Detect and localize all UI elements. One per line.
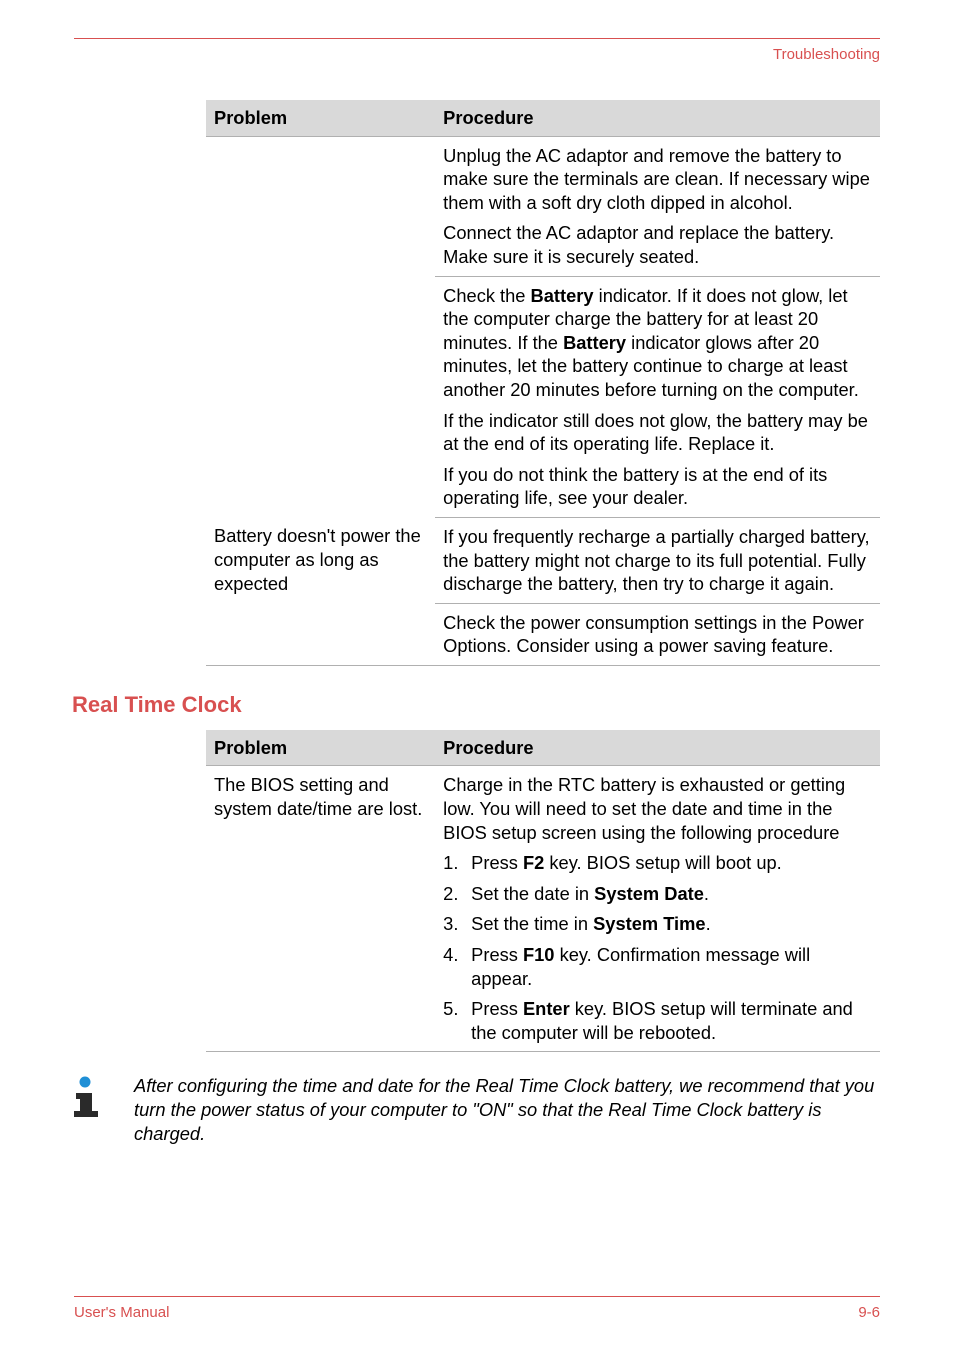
col-problem-header: Problem <box>206 730 435 766</box>
bold-text: Battery <box>563 332 626 353</box>
text-fragment: . <box>704 883 709 904</box>
procedure-text: Charge in the RTC battery is exhausted o… <box>443 773 870 844</box>
table-row: Check the power consumption settings in … <box>206 603 880 665</box>
problem-cell: Battery doesn't power the computer as lo… <box>206 517 435 603</box>
header-rule <box>74 38 880 39</box>
text-fragment: key. BIOS setup will boot up. <box>544 852 781 873</box>
text-fragment: Press <box>471 998 523 1019</box>
col-problem-header: Problem <box>206 100 435 136</box>
troubleshoot-table-2: Problem Procedure The BIOS setting and s… <box>206 730 880 1053</box>
note-text: After configuring the time and date for … <box>134 1074 880 1145</box>
col-procedure-header: Procedure <box>435 100 880 136</box>
procedure-text: If the indicator still does not glow, th… <box>443 409 870 456</box>
procedure-list: Press F2 key. BIOS setup will boot up. S… <box>443 851 870 1044</box>
list-item: Set the date in System Date. <box>443 882 870 906</box>
problem-cell <box>206 136 435 276</box>
text-fragment: Press <box>471 944 523 965</box>
text-fragment: Press <box>471 852 523 873</box>
problem-cell <box>206 276 435 517</box>
bold-text: Enter <box>523 998 570 1019</box>
bold-text: F10 <box>523 944 555 965</box>
list-item: Press Enter key. BIOS setup will termina… <box>443 997 870 1044</box>
text-fragment: Set the time in <box>471 913 593 934</box>
info-note: After configuring the time and date for … <box>72 1074 880 1145</box>
bold-text: F2 <box>523 852 544 873</box>
table-header-row: Problem Procedure <box>206 100 880 136</box>
problem-cell <box>206 603 435 665</box>
info-icon <box>72 1076 112 1124</box>
col-procedure-header: Procedure <box>435 730 880 766</box>
bold-text: System Date <box>594 883 704 904</box>
procedure-text: Check the Battery indicator. If it does … <box>443 284 870 402</box>
table-row: Battery doesn't power the computer as lo… <box>206 517 880 603</box>
list-item: Press F10 key. Confirmation message will… <box>443 943 870 990</box>
footer-page: 9-6 <box>858 1304 880 1321</box>
troubleshoot-table-1: Problem Procedure Unplug the AC adaptor … <box>206 100 880 666</box>
procedure-text: Connect the AC adaptor and replace the b… <box>443 221 870 268</box>
footer-rule <box>74 1296 880 1297</box>
bold-text: Battery <box>531 285 594 306</box>
list-item: Press F2 key. BIOS setup will boot up. <box>443 851 870 875</box>
text-fragment: Set the date in <box>471 883 594 904</box>
procedure-cell: Check the Battery indicator. If it does … <box>435 276 880 517</box>
procedure-text: Check the power consumption settings in … <box>443 611 870 658</box>
table-header-row: Problem Procedure <box>206 730 880 766</box>
section-heading: Real Time Clock <box>72 692 880 718</box>
main-content: Problem Procedure Unplug the AC adaptor … <box>206 100 880 1145</box>
procedure-text: If you frequently recharge a partially c… <box>443 525 870 596</box>
procedure-cell: Check the power consumption settings in … <box>435 603 880 665</box>
table-row: The BIOS setting and system date/time ar… <box>206 766 880 1052</box>
table-row: Unplug the AC adaptor and remove the bat… <box>206 136 880 276</box>
procedure-text: Unplug the AC adaptor and remove the bat… <box>443 144 870 215</box>
footer-manual: User's Manual <box>74 1304 169 1321</box>
table-row: Check the Battery indicator. If it does … <box>206 276 880 517</box>
problem-cell: The BIOS setting and system date/time ar… <box>206 766 435 1052</box>
header-section: Troubleshooting <box>773 46 880 63</box>
procedure-cell: Unplug the AC adaptor and remove the bat… <box>435 136 880 276</box>
procedure-cell: If you frequently recharge a partially c… <box>435 517 880 603</box>
bold-text: System Time <box>593 913 705 934</box>
text-fragment: . <box>706 913 711 934</box>
procedure-text: If you do not think the battery is at th… <box>443 463 870 510</box>
procedure-cell: Charge in the RTC battery is exhausted o… <box>435 766 880 1052</box>
list-item: Set the time in System Time. <box>443 912 870 936</box>
text-fragment: Check the <box>443 285 530 306</box>
